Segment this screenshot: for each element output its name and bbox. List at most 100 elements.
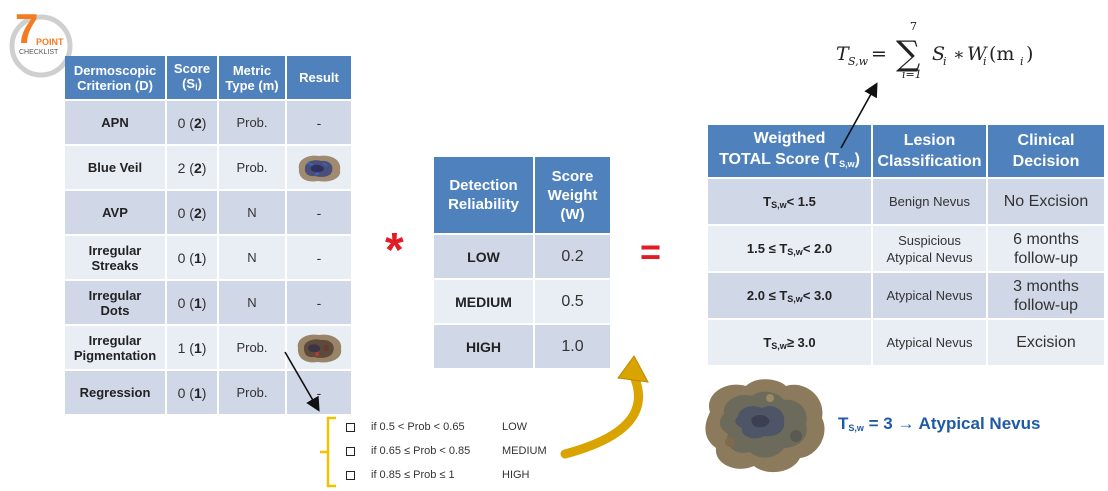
weight-value: 0.2: [535, 235, 610, 278]
checkbox-bullet-icon: [346, 470, 355, 480]
rule-level: LOW: [502, 421, 528, 433]
criterion-header: Dermoscopic Criterion (D): [65, 56, 165, 99]
criterion-name: AVP: [65, 191, 165, 234]
criterion-name: Regression: [65, 371, 165, 414]
formula-s: S: [932, 43, 945, 65]
weighted-score-formula: T S,w = 7 ∑ i=1 S i ∗ W i (m i ): [836, 20, 1033, 80]
list-item: if 0.65 ≤ Prob < 0.85 MEDIUM: [346, 439, 547, 463]
criterion-score: 0 (2): [167, 191, 217, 234]
blue-veil-lesion-image: [298, 155, 341, 182]
table-row: 2.0 ≤ TS,w< 3.0 Atypical Nevus 3 months f…: [708, 273, 1104, 318]
list-item: if 0.5 < Prob < 0.65 LOW: [346, 415, 547, 439]
probability-rules-list: if 0.5 < Prob < 0.65 LOW if 0.65 ≤ Prob <…: [346, 415, 547, 487]
weight-header-row: Detection Reliability Score Weight (W): [434, 157, 610, 233]
curved-arrow-head-icon: [617, 355, 649, 383]
checkbox-bullet-icon: [346, 446, 355, 456]
result-header: Result: [287, 56, 351, 99]
logo-number: 7: [15, 6, 38, 52]
table-row: Irregular Pigmentation 1 (1) Prob.: [65, 326, 351, 369]
criterion-score: 1 (1): [167, 326, 217, 369]
formula-w: W: [967, 43, 988, 65]
clinical-decision-header: Clinical Decision: [988, 125, 1104, 177]
formula-lhs-sub: S,w: [848, 55, 869, 68]
formula-s-sub: i: [943, 55, 947, 68]
clinical-decision: No Excision: [988, 179, 1104, 224]
criterion-name: Irregular Pigmentation: [65, 326, 165, 369]
formula-arg-sub: i: [1020, 55, 1024, 68]
lesion-classification: Atypical Nevus: [873, 320, 986, 365]
lesion-classification: Suspicious Atypical Nevus: [873, 226, 986, 271]
irregular-pigmentation-lesion-image: [297, 334, 342, 362]
lesion-classification-header: Lesion Classification: [873, 125, 986, 177]
score-to-formula-arrow: [840, 82, 878, 149]
table-row: AVP 0 (2) N -: [65, 191, 351, 234]
reliability-level: LOW: [434, 235, 533, 278]
criterion-result: -: [287, 236, 351, 279]
clinical-decision: 6 months follow-up: [988, 226, 1104, 271]
rule-condition: if 0.5 < Prob < 0.65: [371, 421, 465, 433]
criterion-name: APN: [65, 101, 165, 144]
criterion-result: -: [287, 191, 351, 234]
list-item: if 0.85 ≤ Prob ≤ 1 HIGH: [346, 463, 547, 487]
score-header: Score (Si): [167, 56, 217, 99]
seven-point-checklist-logo: 7 POINT CHECKLIST: [9, 6, 73, 78]
criterion-metric: Prob.: [219, 326, 285, 369]
formula-close: ): [1026, 43, 1033, 65]
total-score-header: Weigthed TOTAL Score (TS,w): [708, 125, 871, 177]
metric-type-header: Metric Type (m): [219, 56, 285, 99]
weight-value: 1.0: [535, 325, 610, 368]
reliability-level: MEDIUM: [434, 280, 533, 323]
reliability-level: HIGH: [434, 325, 533, 368]
formula-lhs: T: [836, 43, 850, 65]
table-row: Regression 0 (1) Prob. -: [65, 371, 351, 414]
formula-w-sub: i: [983, 55, 987, 68]
clinical-decision: 3 months follow-up: [988, 273, 1104, 318]
table-row: HIGH 1.0: [434, 325, 610, 368]
formula-star: ∗: [953, 45, 965, 65]
sum-symbol: ∑: [896, 34, 920, 74]
rule-condition: if 0.65 ≤ Prob < 0.85: [371, 445, 471, 457]
result-statement: TS,w = 3 → Atypical Nevus: [838, 414, 1041, 433]
rule-level: MEDIUM: [502, 445, 547, 457]
score-weight-header: Score Weight (W): [535, 157, 610, 233]
multiply-operator: *: [385, 224, 404, 277]
metric-to-rules-arrow: [284, 351, 320, 412]
classification-header-row: Weigthed TOTAL Score (TS,w) Lesion Classif…: [708, 125, 1104, 177]
criterion-score: 0 (2): [167, 101, 217, 144]
table-row: APN 0 (2) Prob. -: [65, 101, 351, 144]
criterion-metric: Prob.: [219, 371, 285, 414]
criterion-score: 0 (1): [167, 281, 217, 324]
lesion-classification: Benign Nevus: [873, 179, 986, 224]
criterion-name: Irregular Dots: [65, 281, 165, 324]
rule-condition: if 0.85 ≤ Prob ≤ 1: [371, 469, 455, 481]
criterion-score: 0 (1): [167, 236, 217, 279]
criterion-result: [287, 326, 351, 369]
table-row: TS,w< 1.5 Benign Nevus No Excision: [708, 179, 1104, 224]
atypical-nevus-lesion-image: [705, 379, 825, 473]
formula-equals: =: [871, 43, 887, 65]
clinical-decision: Excision: [988, 320, 1104, 365]
criterion-metric: N: [219, 191, 285, 234]
detection-reliability-header: Detection Reliability: [434, 157, 533, 233]
classification-table: Weigthed TOTAL Score (TS,w) Lesion Classif…: [706, 123, 1106, 367]
score-range: 2.0 ≤ TS,w< 3.0: [708, 273, 871, 318]
score-range: 1.5 ≤ TS,w< 2.0: [708, 226, 871, 271]
formula-sum-top: 7: [910, 20, 917, 33]
criterion-metric: Prob.: [219, 101, 285, 144]
score-range: TS,w≥ 3.0: [708, 320, 871, 365]
formula-arg: (m: [989, 43, 1014, 65]
formula-sum-bottom: i=1: [902, 68, 922, 80]
criterion-metric: N: [219, 281, 285, 324]
criterion-result: -: [287, 101, 351, 144]
table-row: Blue Veil 2 (2) Prob.: [65, 146, 351, 189]
criterion-result: [287, 146, 351, 189]
rules-bracket: [320, 416, 336, 488]
logo-word-point: POINT: [36, 37, 64, 47]
criteria-table: Dermoscopic Criterion (D) Score (Si) Metri…: [63, 54, 353, 416]
criterion-metric: Prob.: [219, 146, 285, 189]
table-row: LOW 0.2: [434, 235, 610, 278]
criterion-name: Irregular Streaks: [65, 236, 165, 279]
table-row: TS,w≥ 3.0 Atypical Nevus Excision: [708, 320, 1104, 365]
checkbox-bullet-icon: [346, 422, 355, 432]
